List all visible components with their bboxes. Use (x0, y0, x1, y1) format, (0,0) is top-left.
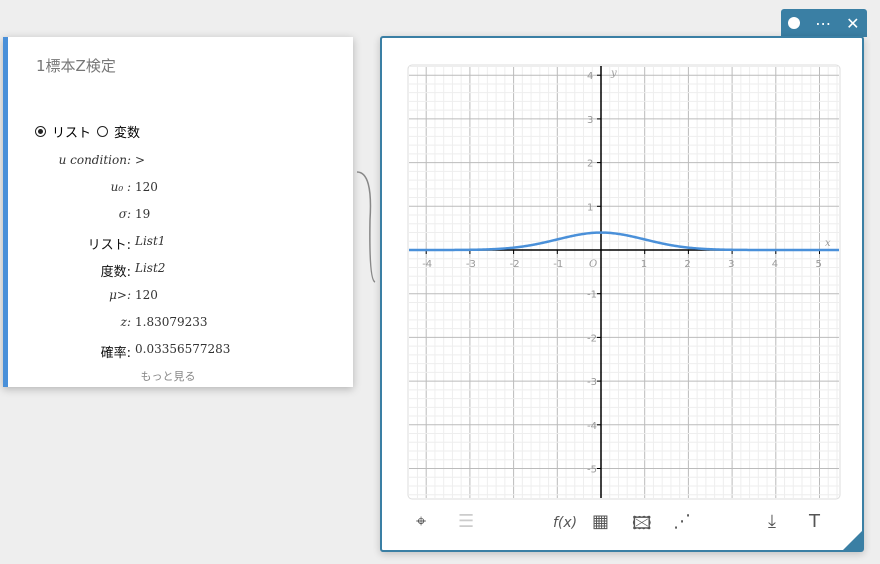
y-tick-label: 1 (587, 202, 593, 213)
crosshair-icon[interactable]: ⌖ (416, 511, 427, 532)
window-tabs: ⋯ ✕ (781, 9, 867, 37)
param-row: μ>: 120 (3, 288, 353, 302)
x-tick-label: -2 (510, 259, 520, 270)
y-tick-label: -2 (587, 333, 597, 344)
param-label: z: (120, 315, 131, 329)
accent-bar (3, 37, 8, 387)
y-tick-label: -3 (587, 377, 597, 388)
radio-list-label: リスト (52, 126, 92, 141)
z-test-panel: 1標本Z検定 リスト 変数 u condition: > u₀ : 120 σ: 19 リス… (3, 37, 353, 387)
param-value[interactable]: > (135, 153, 146, 167)
y-axis-label: y (610, 68, 617, 79)
more-options-icon[interactable]: ⋯ (815, 13, 832, 33)
param-value[interactable]: List1 (135, 234, 166, 248)
radio-list[interactable] (35, 126, 46, 137)
list-icon[interactable]: ☰ (458, 511, 475, 532)
param-row: 度数: List2 (3, 261, 353, 280)
param-label: 確率: (100, 346, 131, 361)
download-icon[interactable]: ⤓ (768, 511, 776, 532)
x-axis-label: x (825, 238, 831, 249)
function-icon[interactable]: f(x) (553, 515, 578, 531)
image-icon[interactable]: 🖾 (632, 513, 652, 534)
x-tick-label: 2 (684, 259, 690, 270)
table-icon[interactable]: ▦ (592, 511, 610, 532)
resize-handle[interactable] (843, 531, 862, 550)
param-value[interactable]: 1.83079233 (135, 315, 208, 329)
panel-title: 1標本Z検定 (36, 57, 116, 75)
color-dot-icon[interactable] (788, 17, 801, 29)
param-value[interactable]: 120 (135, 180, 158, 194)
param-row: σ: 19 (3, 207, 353, 221)
param-label: μ>: (109, 288, 131, 302)
param-label: u condition: (58, 153, 131, 167)
y-tick-label: -4 (587, 421, 597, 432)
y-tick-label: 3 (587, 115, 593, 126)
x-tick-label: 3 (728, 259, 734, 270)
param-value[interactable]: 120 (135, 288, 158, 302)
param-value[interactable]: 19 (135, 207, 151, 221)
radio-variable[interactable] (97, 126, 109, 137)
show-more-link[interactable]: もっと見る (140, 370, 196, 383)
param-label: u₀ : (110, 180, 131, 194)
param-row: u condition: > (3, 153, 353, 167)
y-tick-label: 2 (587, 159, 593, 170)
param-label: リスト: (87, 238, 131, 253)
connector (356, 171, 376, 283)
origin-label: O (589, 259, 597, 270)
x-tick-label: -1 (553, 259, 563, 270)
param-row: z: 1.83079233 (3, 315, 353, 329)
x-tick-label: 4 (772, 259, 778, 270)
param-row: リスト: List1 (3, 234, 353, 253)
text-icon[interactable]: T (809, 511, 820, 532)
radio-variable-label: 変数 (114, 126, 141, 141)
param-value[interactable]: List2 (135, 261, 166, 275)
param-label: σ: (118, 207, 131, 221)
close-icon[interactable]: ✕ (846, 13, 860, 33)
param-label: 度数: (100, 265, 131, 280)
x-tick-label: -3 (466, 259, 476, 270)
y-tick-label: -1 (587, 290, 597, 301)
x-tick-label: 1 (641, 259, 647, 270)
param-row: 確率: 0.03356577283 (3, 342, 353, 361)
x-tick-label: -4 (422, 259, 432, 270)
param-value[interactable]: 0.03356577283 (135, 342, 231, 356)
graph-canvas[interactable]: -4 -3 -2 -1 1 2 3 4 5 4 3 2 1 -1 -2 -3 -4 -5 Ox y (407, 64, 841, 500)
normal-curve (409, 231, 839, 252)
x-tick-label: 5 (816, 259, 822, 270)
param-row: u₀ : 120 (3, 180, 353, 194)
y-tick-label: -5 (587, 465, 597, 476)
scatter-icon[interactable]: ⋰ (673, 511, 691, 532)
y-tick-label: 4 (587, 71, 593, 82)
